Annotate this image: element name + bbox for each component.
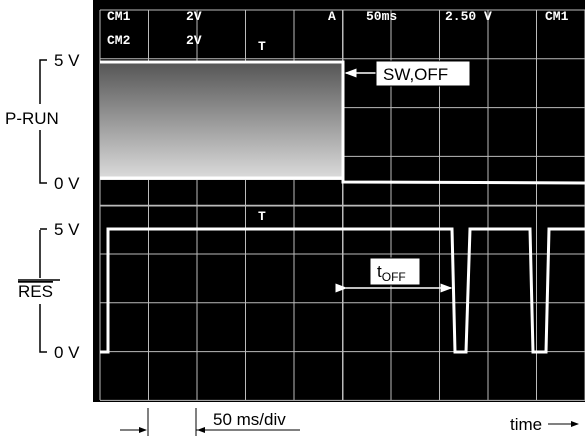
level-label: 5 V — [54, 220, 80, 239]
header-text: 2V — [186, 9, 202, 24]
header-text: 50ms — [366, 9, 397, 24]
channel-label: P-RUN — [5, 109, 59, 128]
screen — [93, 0, 585, 402]
level-label: 0 V — [54, 174, 80, 193]
header-text: CM2 — [107, 33, 131, 48]
timebase-label: 50 ms/div — [213, 410, 286, 429]
time-label: time — [510, 415, 542, 434]
scope-figure: T T CM1 2V A 50ms 2.50 V CM1 CM2 2V 5 V … — [0, 0, 585, 441]
trigger-mark: T — [258, 39, 266, 54]
level-label: 0 V — [54, 343, 80, 362]
header-text: CM1 — [107, 9, 131, 24]
trigger-mark: T — [258, 209, 266, 224]
callout-text: SW,OFF — [383, 65, 448, 84]
header-text: A — [328, 9, 336, 24]
header-text: 2V — [186, 33, 202, 48]
channel-labels: 5 V P-RUN 0 V 5 V RES 0 V — [5, 51, 80, 362]
channel-label: RES — [18, 282, 53, 301]
decay-area — [100, 62, 343, 180]
level-label: 5 V — [54, 51, 80, 70]
header-text: CM1 — [545, 9, 569, 24]
header-text: 2.50 V — [445, 9, 492, 24]
footer: 50 ms/div time — [120, 408, 578, 436]
